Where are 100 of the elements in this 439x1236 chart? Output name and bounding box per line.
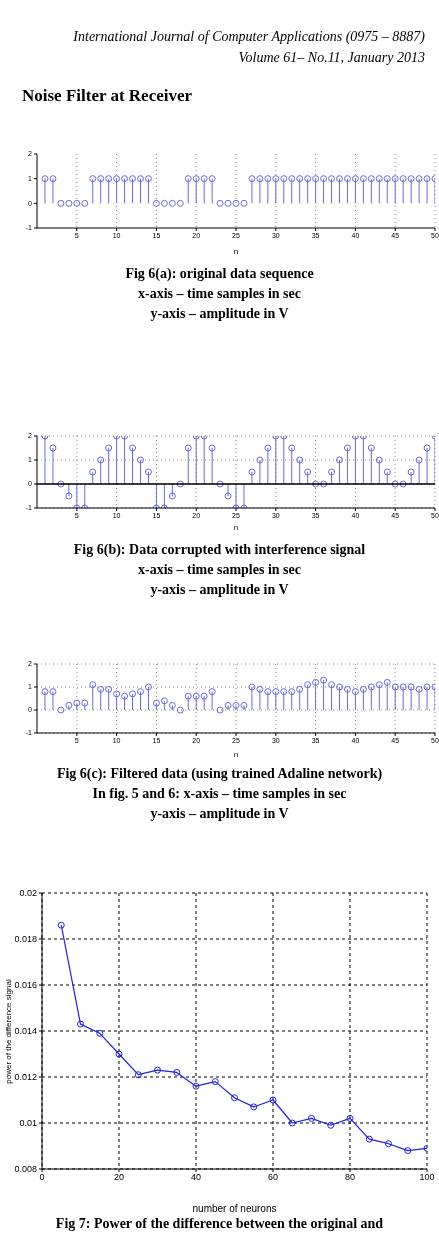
point <box>264 444 272 452</box>
point <box>160 697 168 705</box>
point <box>144 468 152 476</box>
point <box>96 1029 104 1037</box>
point <box>65 492 73 500</box>
x-tick-label: 40 <box>190 1172 202 1183</box>
point <box>256 685 264 693</box>
point <box>65 701 73 709</box>
text: In fig. 5 and 6: x-axis – time samples in sec <box>91 785 348 803</box>
text: x-axis – time samples in sec <box>137 285 302 303</box>
point <box>423 444 431 452</box>
point <box>385 1140 392 1148</box>
point <box>129 690 137 698</box>
point <box>224 701 232 709</box>
point <box>232 701 240 709</box>
x-tick-label: 0 <box>39 1172 45 1183</box>
point <box>308 1114 315 1122</box>
point <box>415 456 423 464</box>
x-tick-label: 100 <box>419 1172 435 1183</box>
point <box>81 699 89 707</box>
point <box>288 688 296 696</box>
point <box>105 444 113 452</box>
point <box>224 492 232 500</box>
point <box>49 688 57 696</box>
point <box>351 688 359 696</box>
x-axis-title: n <box>233 750 239 759</box>
point <box>346 1114 354 1122</box>
point <box>105 685 113 693</box>
point <box>415 685 423 693</box>
point <box>192 1082 200 1090</box>
point <box>97 685 105 693</box>
point <box>296 685 304 693</box>
caption: Fig 6(c): Filtered data (using trained Adaline network) <box>55 765 384 783</box>
point <box>211 1078 219 1086</box>
point <box>288 1119 296 1127</box>
point <box>137 688 144 696</box>
point <box>375 456 383 464</box>
point <box>250 1103 258 1111</box>
point <box>192 692 200 700</box>
point <box>399 683 407 691</box>
point <box>168 492 176 500</box>
y-axis-title: power of the difference signal <box>3 978 13 1084</box>
x-axis-title: n <box>233 523 239 532</box>
point <box>121 692 129 700</box>
point <box>312 678 320 686</box>
point <box>134 1071 142 1079</box>
x-tick-label: 20 <box>113 1172 125 1183</box>
y-tick-label: 0.012 <box>14 1072 37 1083</box>
point <box>336 456 343 464</box>
point <box>137 456 144 464</box>
point <box>365 1135 373 1143</box>
x-tick-label: 80 <box>344 1172 356 1183</box>
y-tick-label: 0.018 <box>14 934 37 945</box>
text: y-axis – amplitude in V <box>149 581 290 599</box>
point <box>97 456 105 464</box>
x-axis-title: number of neurons <box>192 1203 277 1214</box>
point <box>248 683 256 691</box>
text: y-axis – amplitude in V <box>149 305 290 323</box>
y-tick-label: 0.016 <box>14 980 37 991</box>
text: y-axis – amplitude in V <box>149 805 290 823</box>
point <box>231 1094 238 1102</box>
point <box>304 468 312 476</box>
point <box>320 676 328 684</box>
point <box>383 468 391 476</box>
caption: Fig 6(a): original data sequence <box>124 265 315 283</box>
point <box>367 444 375 452</box>
point <box>144 683 152 691</box>
text: x-axis – time samples in sec <box>137 561 302 579</box>
point <box>272 688 280 696</box>
point <box>173 1068 181 1076</box>
point <box>304 681 312 689</box>
point <box>129 444 137 452</box>
text: International Journal of Computer Applications (0975 – 8887) <box>73 28 425 46</box>
text: Volume 61– No.11, January 2013 <box>237 49 425 67</box>
point <box>264 688 272 696</box>
point <box>391 683 399 691</box>
point <box>256 456 264 464</box>
point <box>336 683 343 691</box>
y-tick-label: 0.014 <box>14 1026 37 1037</box>
y-tick-label: 0.008 <box>14 1164 37 1175</box>
point <box>208 688 216 696</box>
point <box>367 683 375 691</box>
point <box>89 681 97 689</box>
point <box>154 1066 161 1074</box>
x-axis-title: n <box>233 247 239 256</box>
point <box>343 685 351 693</box>
point <box>359 685 367 693</box>
point <box>423 683 431 691</box>
point <box>407 468 415 476</box>
point <box>383 678 391 686</box>
point <box>200 692 208 700</box>
point <box>49 444 57 452</box>
point <box>113 690 121 698</box>
point <box>184 692 192 700</box>
point <box>407 683 415 691</box>
point <box>73 699 81 707</box>
y-tick-label: 0.02 <box>19 888 37 899</box>
point <box>152 699 160 707</box>
point <box>327 1121 335 1129</box>
point <box>115 1050 123 1058</box>
